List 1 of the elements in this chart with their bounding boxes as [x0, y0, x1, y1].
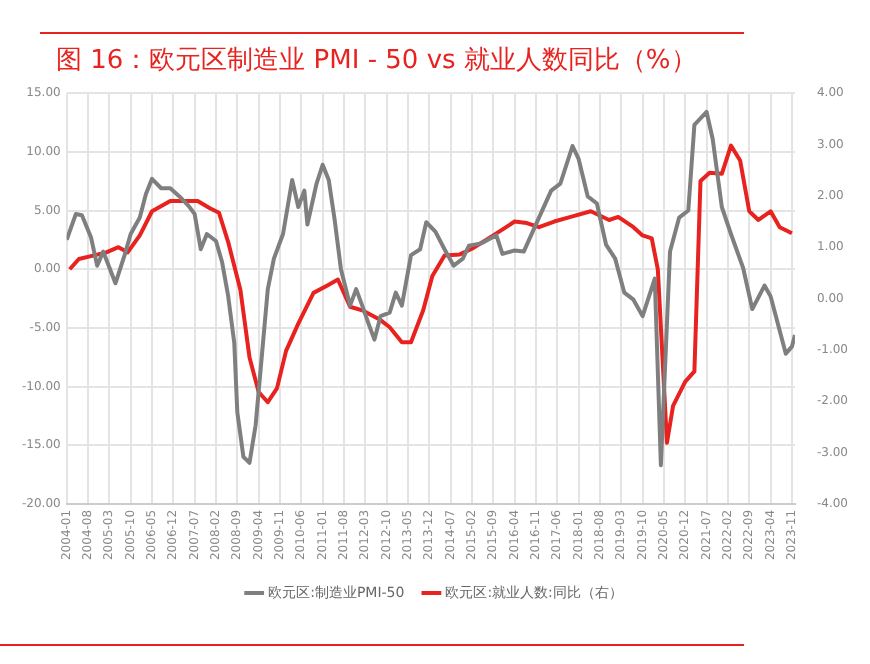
chart-title: 图 16：欧元区制造业 PMI - 50 vs 就业人数同比（%） [56, 44, 697, 78]
